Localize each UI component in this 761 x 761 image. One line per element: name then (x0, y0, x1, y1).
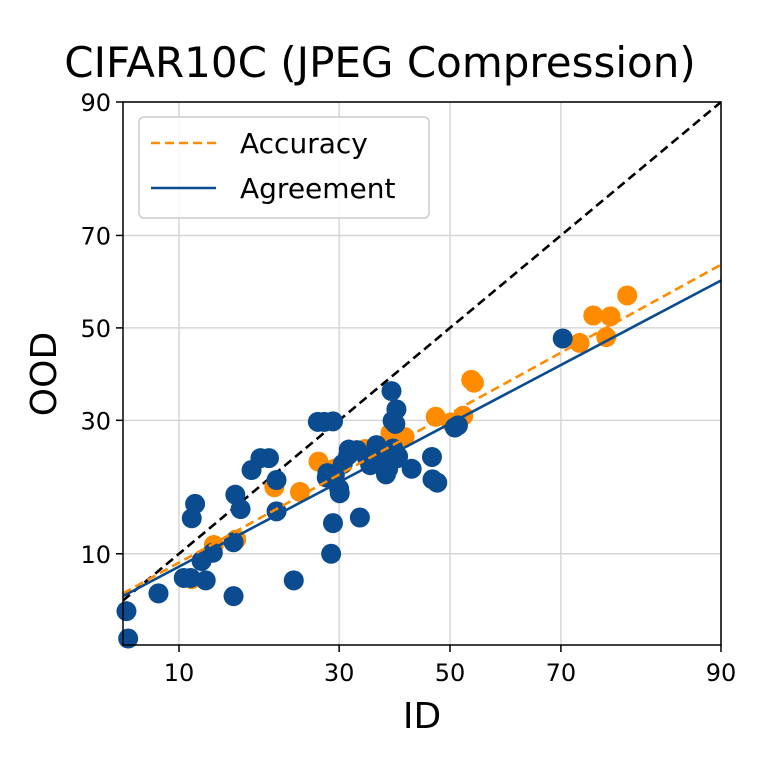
chart-title: CIFAR10C (JPEG Compression) (64, 38, 696, 87)
accuracy-point (463, 372, 484, 393)
agreement-point (322, 513, 343, 534)
agreement-point (388, 446, 409, 467)
agreement-point (266, 470, 287, 491)
agreement-point (185, 493, 206, 514)
x-tick-label: 50 (435, 659, 466, 687)
legend-accuracy-label: Accuracy (240, 127, 368, 160)
x-axis-label: ID (403, 696, 441, 737)
agreement-point (322, 411, 343, 432)
x-tick-label: 90 (706, 659, 737, 687)
agreement-point (321, 543, 342, 564)
agreement-point (386, 399, 407, 420)
agreement-point (148, 583, 169, 604)
agreement-point (223, 532, 244, 553)
agreement-point (223, 586, 244, 607)
accuracy-point (425, 406, 446, 427)
agreement-points (116, 328, 573, 649)
agreement-point (427, 472, 448, 493)
accuracy-point (600, 306, 621, 327)
y-tick-label: 50 (80, 315, 111, 343)
y-axis-ticks: 10 30 50 70 90 (80, 89, 123, 569)
x-tick-label: 10 (164, 659, 195, 687)
agreement-point (195, 570, 216, 591)
x-axis-ticks: 10 30 50 70 90 (164, 645, 737, 687)
agreement-point (202, 542, 223, 563)
agreement-point (381, 381, 402, 402)
agreement-point (385, 413, 406, 434)
agreement-point (401, 458, 422, 479)
y-tick-label: 30 (80, 407, 111, 435)
agreement-point (552, 328, 573, 349)
accuracy-point (617, 285, 638, 306)
agreement-point (349, 507, 370, 528)
agreement-fit-line (122, 279, 722, 598)
accuracy-point (289, 481, 310, 502)
agreement-point (230, 499, 251, 520)
agreement-point (283, 570, 304, 591)
agreement-point (421, 446, 442, 467)
diagonal-reference-line (122, 101, 722, 602)
x-tick-label: 30 (324, 659, 355, 687)
agreement-point (116, 601, 137, 622)
y-tick-label: 70 (80, 222, 111, 250)
accuracy-point (583, 305, 604, 326)
y-tick-label: 90 (80, 89, 111, 117)
x-tick-label: 70 (546, 659, 577, 687)
y-axis-label: OOD (24, 332, 65, 416)
agreement-point (329, 483, 350, 504)
accuracy-point (596, 327, 617, 348)
agreement-point (447, 415, 468, 436)
plot-frame (122, 101, 722, 646)
accuracy-fit-line (122, 263, 722, 595)
legend: Accuracy Agreement (138, 116, 430, 219)
legend-agreement-label: Agreement (240, 172, 396, 205)
agreement-point (180, 567, 201, 588)
agreement-point (258, 448, 279, 469)
y-tick-label: 10 (80, 541, 111, 569)
